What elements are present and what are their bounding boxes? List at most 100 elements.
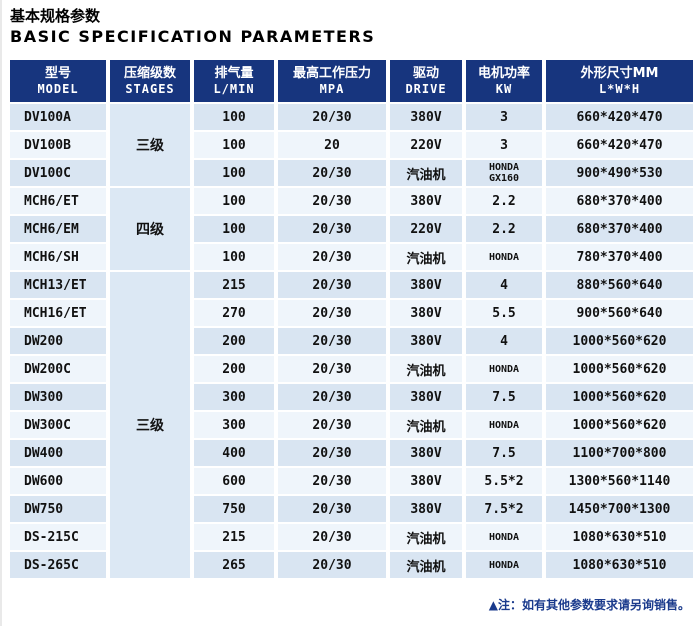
cell-flow: 100 bbox=[194, 216, 274, 242]
power-line: 2.2 bbox=[492, 221, 516, 237]
cell-drive: 380V bbox=[390, 104, 462, 130]
cell-flow: 215 bbox=[194, 272, 274, 298]
col-header-label-zh: 最高工作压力 bbox=[292, 66, 371, 81]
cell-pressure: 20/30 bbox=[278, 104, 386, 130]
cell-flow: 300 bbox=[194, 384, 274, 410]
table-row: MCH13/ET 三级 215 20/30 380V 4 880*560*640 bbox=[10, 272, 693, 578]
power-line: 2.2 bbox=[492, 193, 516, 209]
cell-drive: 380V bbox=[390, 468, 462, 494]
cell-pressure: 20/30 bbox=[278, 412, 386, 438]
cell-dimensions: 1000*560*620 bbox=[546, 412, 693, 438]
cell-flow: 100 bbox=[194, 104, 274, 130]
col-header-label-zh: 外形尺寸MM bbox=[580, 66, 659, 81]
cell-power: 4 bbox=[466, 328, 542, 354]
cell-stages: 四级 bbox=[110, 188, 190, 270]
power-line: GX160 bbox=[488, 173, 520, 184]
cell-power: 5.5*2 bbox=[466, 468, 542, 494]
cell-dimensions: 660*420*470 bbox=[546, 104, 693, 130]
table-row: DW300 300 20/30 380V 7.5 1000*560*620 bbox=[10, 384, 693, 410]
cell-power: 5.5 bbox=[466, 300, 542, 326]
cell-model: DV100C bbox=[10, 160, 106, 186]
cell-dimensions: 880*560*640 bbox=[546, 272, 693, 298]
cell-drive: 380V bbox=[390, 188, 462, 214]
footer-note: ▲注：如有其他参数要求请另询销售。 bbox=[488, 598, 690, 612]
power-line: 5.5*2 bbox=[484, 473, 524, 489]
cell-model: DW200C bbox=[10, 356, 106, 382]
col-header-l-min: 排气量 L/MIN bbox=[194, 60, 274, 102]
cell-power: HONDA bbox=[466, 524, 542, 550]
cell-flow: 300 bbox=[194, 412, 274, 438]
cell-power: HONDA bbox=[466, 552, 542, 578]
cell-pressure: 20/30 bbox=[278, 468, 386, 494]
cell-dimensions: 1080*630*510 bbox=[546, 524, 693, 550]
col-header-model: 型号 MODEL bbox=[10, 60, 106, 102]
table-row: MCH16/ET 270 20/30 380V 5.5 900*560*640 bbox=[10, 300, 693, 326]
col-header-label-en: DRIVE bbox=[405, 82, 447, 96]
power-line: 5.5 bbox=[492, 305, 516, 321]
power-line: HONDA bbox=[488, 251, 520, 263]
cell-flow: 265 bbox=[194, 552, 274, 578]
power-line: 3 bbox=[500, 137, 508, 153]
cell-power: HONDA bbox=[466, 356, 542, 382]
cell-drive: 汽油机 bbox=[390, 524, 462, 550]
cell-drive: 汽油机 bbox=[390, 160, 462, 186]
cell-pressure: 20/30 bbox=[278, 356, 386, 382]
cell-model: MCH6/EM bbox=[10, 216, 106, 242]
cell-drive: 380V bbox=[390, 272, 462, 298]
cell-drive: 220V bbox=[390, 216, 462, 242]
cell-power: 7.5*2 bbox=[466, 496, 542, 522]
col-header-label-zh: 排气量 bbox=[214, 66, 254, 81]
cell-pressure: 20/30 bbox=[278, 328, 386, 354]
cell-pressure: 20/30 bbox=[278, 552, 386, 578]
cell-stages: 三级 bbox=[110, 272, 190, 578]
cell-power: HONDA bbox=[466, 244, 542, 270]
col-header-mpa: 最高工作压力 MPA bbox=[278, 60, 386, 102]
col-header-label-en: MPA bbox=[319, 82, 345, 96]
table-row: DW200 200 20/30 380V 4 1000*560*620 bbox=[10, 328, 693, 354]
table-row: DV100A 三级 100 20/30 380V 3 660*420*470 bbox=[10, 104, 693, 186]
cell-pressure: 20/30 bbox=[278, 216, 386, 242]
table-row: DW600 600 20/30 380V 5.5*2 1300*560*1140 bbox=[10, 468, 693, 494]
col-header-drive: 驱动 DRIVE bbox=[390, 60, 462, 102]
cell-dimensions: 1300*560*1140 bbox=[546, 468, 693, 494]
cell-power: 7.5 bbox=[466, 440, 542, 466]
cell-model: MCH6/ET bbox=[10, 188, 106, 214]
col-header-label-zh: 型号 bbox=[44, 66, 71, 81]
cell-dimensions: 1000*560*620 bbox=[546, 384, 693, 410]
table-row: MCH6/EM 100 20/30 220V 2.2 680*370*400 bbox=[10, 216, 693, 242]
cell-model: DW300 bbox=[10, 384, 106, 410]
cell-dimensions: 680*370*400 bbox=[546, 216, 693, 242]
power-line: HONDA bbox=[488, 162, 520, 173]
cell-flow: 100 bbox=[194, 132, 274, 158]
power-line: 4 bbox=[500, 277, 508, 293]
cell-power: HONDA GX160 bbox=[466, 160, 542, 186]
cell-flow: 100 bbox=[194, 188, 274, 214]
cell-drive: 380V bbox=[390, 328, 462, 354]
power-line: 4 bbox=[500, 333, 508, 349]
col-header-l-w-h: 外形尺寸MM L*W*H bbox=[546, 60, 693, 102]
cell-flow: 600 bbox=[194, 468, 274, 494]
cell-power: 3 bbox=[466, 104, 542, 130]
cell-drive: 220V bbox=[390, 132, 462, 158]
col-header-label-zh: 驱动 bbox=[412, 66, 439, 81]
col-header-label-en: L/MIN bbox=[213, 82, 255, 96]
cell-stages: 三级 bbox=[110, 104, 190, 186]
cell-power: 2.2 bbox=[466, 216, 542, 242]
power-line: 7.5 bbox=[492, 389, 516, 405]
page-header: 基本规格参数 BASIC SPECIFICATION PARAMETERS bbox=[10, 6, 698, 48]
spec-table-body: DV100A 三级 100 20/30 380V 3 660*420*470 DV100B 10… bbox=[10, 104, 693, 578]
cell-model: MCH6/SH bbox=[10, 244, 106, 270]
table-row: DV100C 100 20/30 汽油机 HONDA GX160 900*490*530 bbox=[10, 160, 693, 186]
power-line: HONDA bbox=[488, 531, 520, 543]
cell-pressure: 20 bbox=[278, 132, 386, 158]
cell-power: 4 bbox=[466, 272, 542, 298]
table-row: DW750 750 20/30 380V 7.5*2 1450*700*1300 bbox=[10, 496, 693, 522]
power-line: HONDA bbox=[488, 559, 520, 571]
cell-model: DS-265C bbox=[10, 552, 106, 578]
cell-dimensions: 1080*630*510 bbox=[546, 552, 693, 578]
cell-model: DW300C bbox=[10, 412, 106, 438]
cell-flow: 750 bbox=[194, 496, 274, 522]
table-row: DS-215C 215 20/30 汽油机 HONDA 1080*630*510 bbox=[10, 524, 693, 550]
col-header-label-zh: 压缩级数 bbox=[123, 66, 176, 81]
table-row: DV100B 100 20 220V 3 660*420*470 bbox=[10, 132, 693, 158]
